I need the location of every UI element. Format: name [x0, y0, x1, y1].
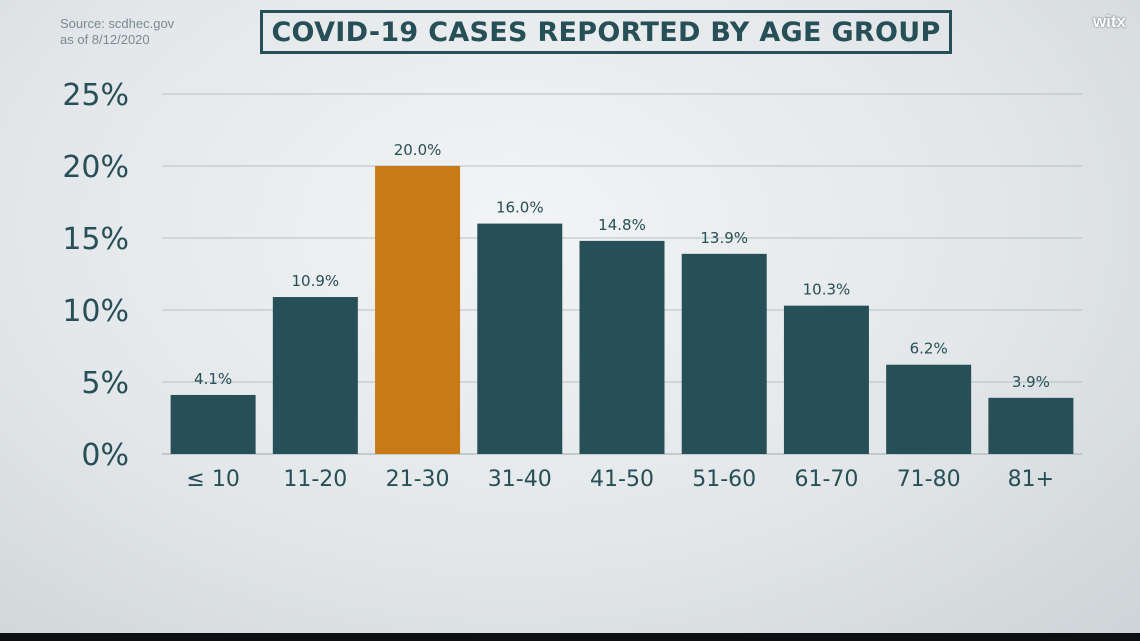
data-label: 14.8% — [598, 216, 646, 234]
x-tick-label: 71-80 — [897, 467, 961, 492]
bar-10 — [170, 394, 256, 454]
x-tick-label: 11-20 — [283, 467, 347, 492]
data-label: 16.0% — [496, 199, 544, 217]
data-label: 20.0% — [394, 141, 442, 159]
y-tick-label: 20% — [62, 150, 129, 185]
x-tick-label: 41-50 — [590, 467, 654, 492]
chart-title-box: COVID-19 CASES REPORTED BY AGE GROUP — [260, 10, 952, 54]
data-label: 13.9% — [700, 229, 748, 247]
y-tick-label: 10% — [62, 294, 129, 329]
y-tick-label: 25% — [62, 78, 129, 113]
data-label: 6.2% — [910, 340, 948, 358]
bar-41-50 — [579, 240, 665, 454]
x-tick-label: 81+ — [1008, 467, 1054, 492]
y-tick-label: 5% — [81, 366, 129, 401]
bar-71-80 — [886, 364, 972, 454]
x-tick-label: 21-30 — [386, 467, 450, 492]
date-line: as of 8/12/2020 — [60, 32, 150, 47]
x-tick-label: 51-60 — [692, 467, 756, 492]
bar-51-60 — [681, 253, 767, 454]
source-line: Source: scdhec.gov — [60, 16, 175, 31]
chart-title: COVID-19 CASES REPORTED BY AGE GROUP — [271, 16, 941, 48]
bar-31-40 — [477, 223, 563, 454]
source-note: Source: scdhec.gov as of 8/12/2020 — [60, 16, 174, 48]
x-tick-label: 61-70 — [794, 467, 858, 492]
y-tick-label: 0% — [81, 438, 129, 473]
bar-21-30 — [375, 166, 461, 454]
station-logo: witx — [1092, 12, 1126, 31]
bar-81 — [988, 397, 1074, 454]
data-label: 3.9% — [1012, 373, 1050, 391]
bar-11-20 — [272, 297, 358, 454]
bar-61-70 — [783, 305, 869, 454]
data-label: 4.1% — [194, 370, 232, 388]
x-tick-label: 31-40 — [488, 467, 552, 492]
data-label: 10.9% — [292, 272, 340, 290]
bottom-bar — [0, 633, 1140, 641]
data-label: 10.3% — [803, 281, 851, 299]
y-tick-label: 15% — [62, 222, 129, 257]
x-tick-label: ≤ 10 — [186, 467, 239, 492]
